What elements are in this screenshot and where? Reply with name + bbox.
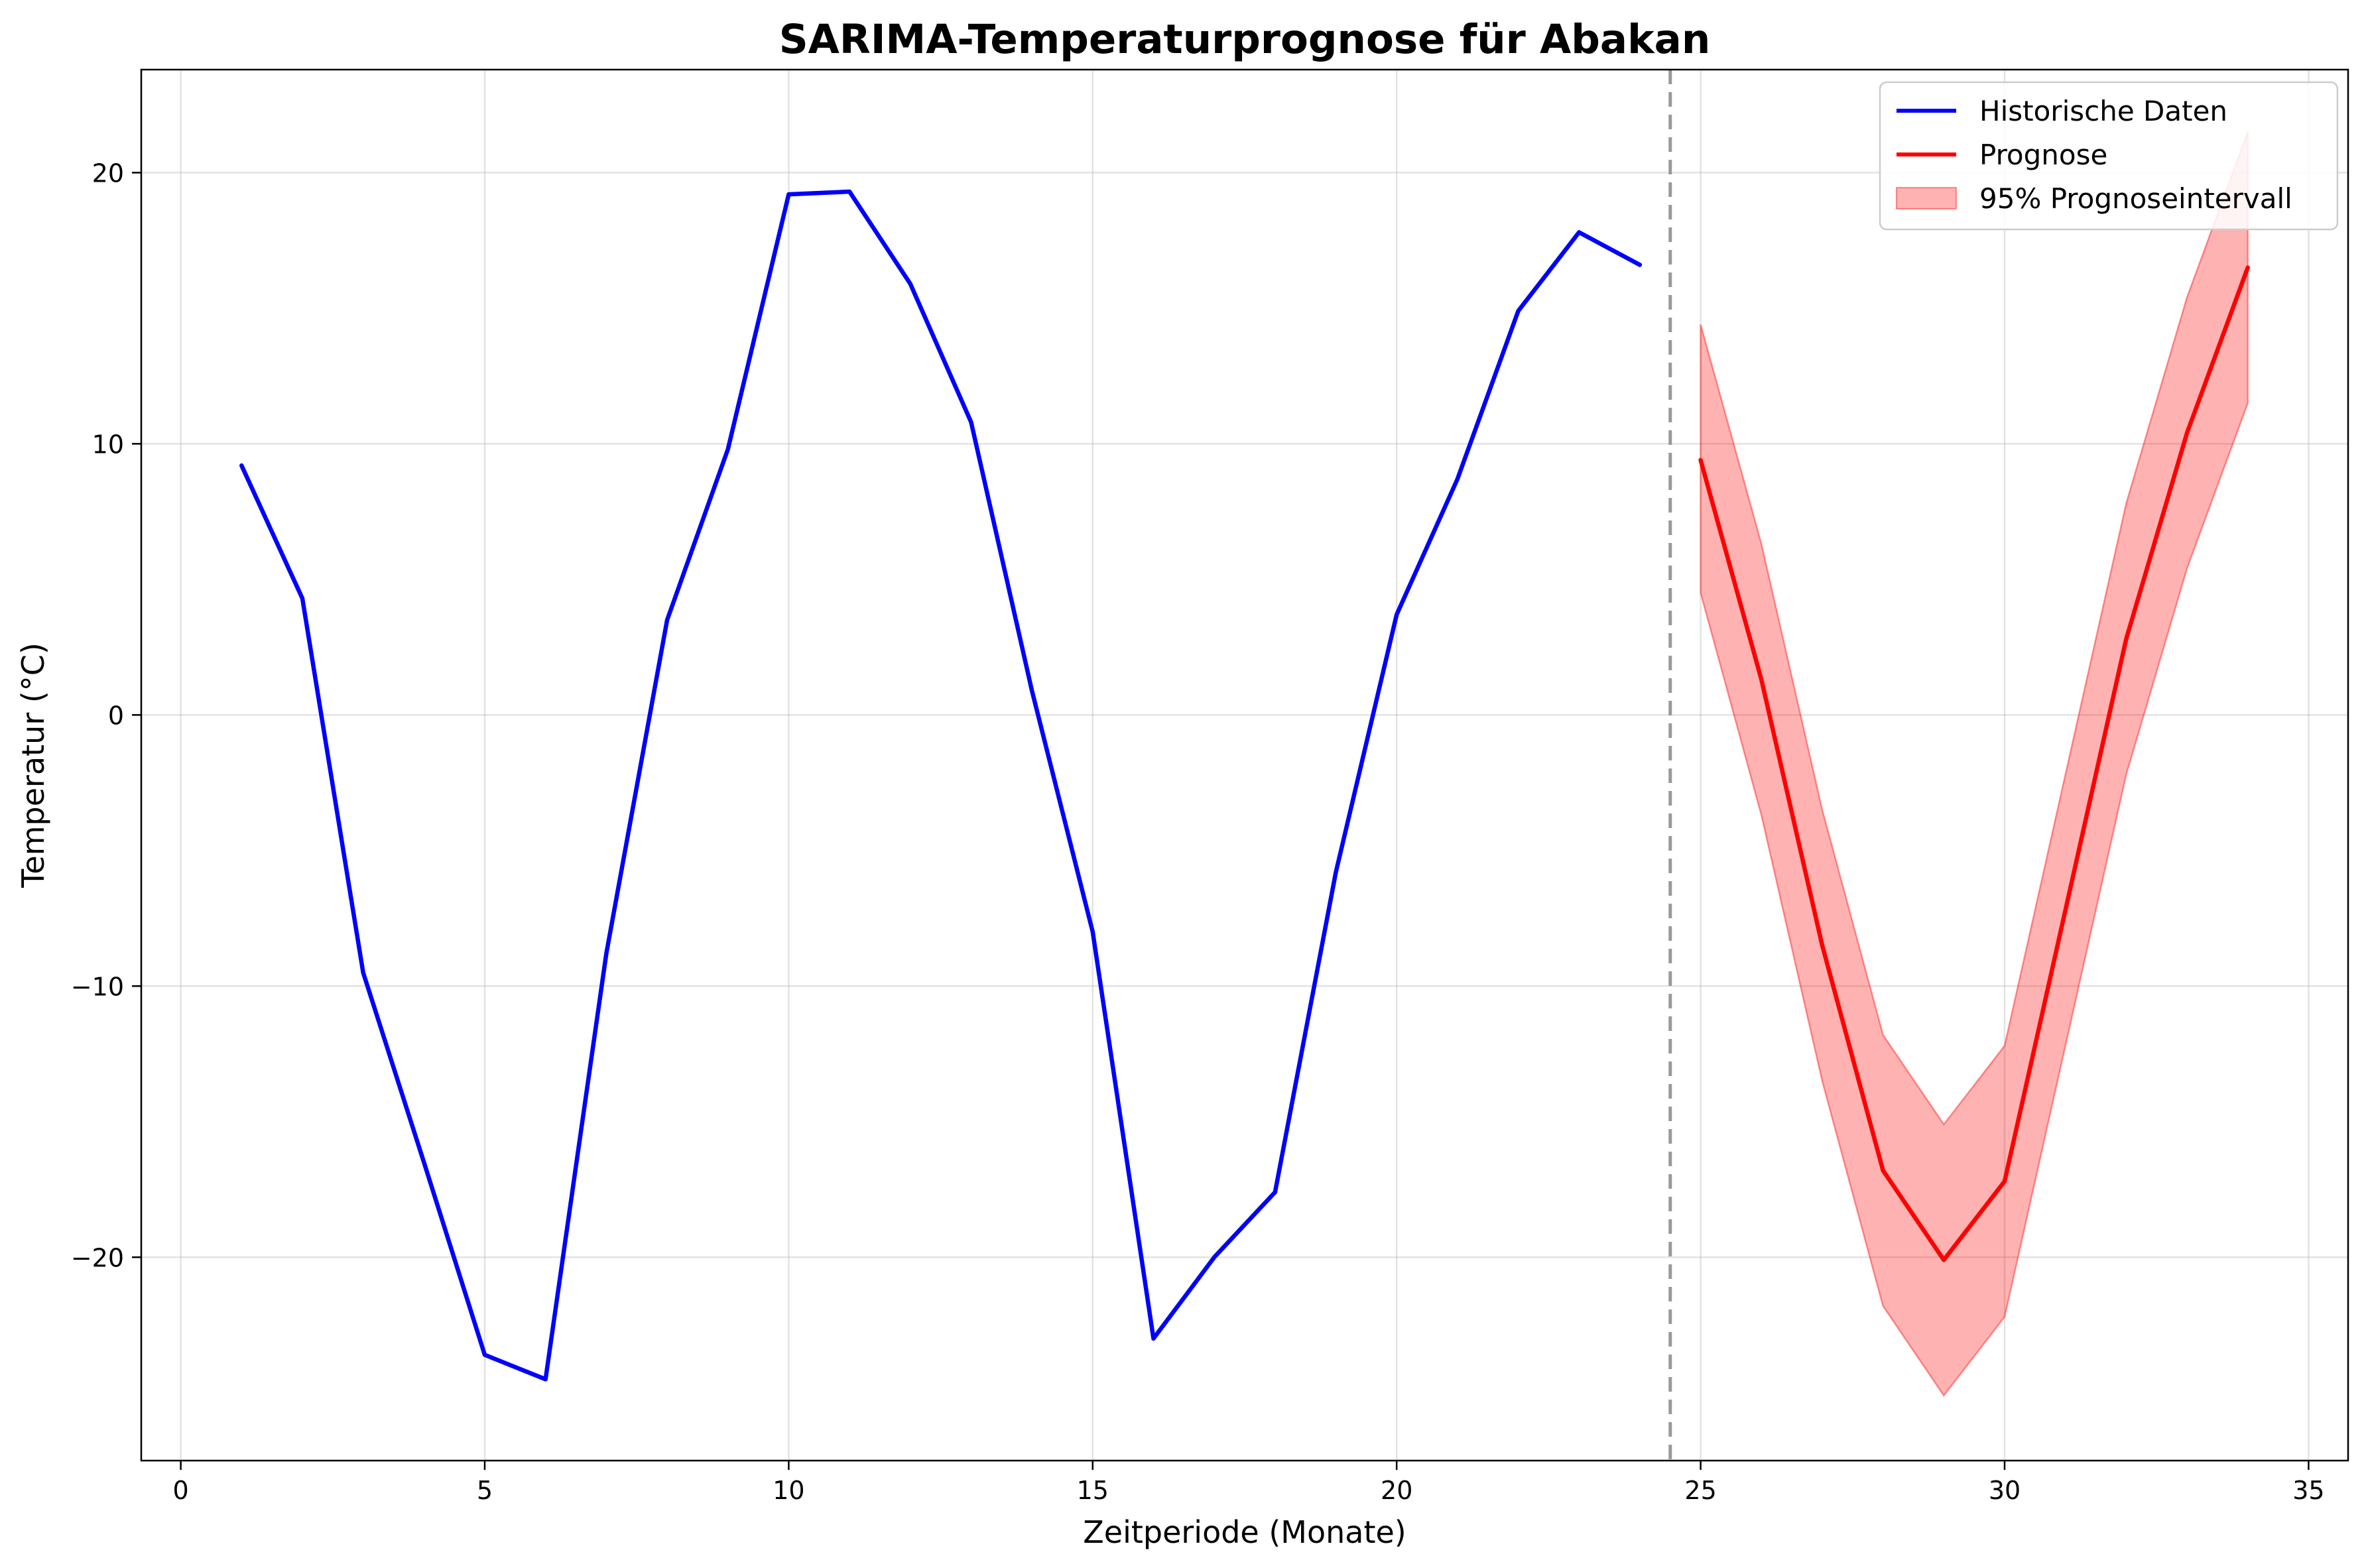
x-tick-label: 10 — [773, 1476, 804, 1505]
y-tick-label: 10 — [92, 430, 124, 459]
chart-title: SARIMA-Temperaturprognose für Abakan — [779, 16, 1711, 63]
x-tick-label: 20 — [1381, 1476, 1412, 1505]
y-tick-label: −20 — [71, 1243, 124, 1272]
x-tick-label: 25 — [1684, 1476, 1716, 1505]
historical-data-line — [239, 189, 1643, 1382]
x-tick-label: 30 — [1989, 1476, 2021, 1505]
x-tick-label: 15 — [1077, 1476, 1109, 1505]
legend-swatch-prognoseintervall — [1896, 187, 1957, 210]
legend: Historische Daten Prognose 95% Prognosei… — [1879, 81, 2339, 231]
x-tick-label: 5 — [477, 1476, 493, 1505]
plot-frame — [140, 68, 2349, 1462]
forecast-line — [1698, 265, 2250, 1262]
y-tick-label: 0 — [108, 701, 124, 730]
series-layer — [239, 189, 2250, 1382]
interval-band-layer — [1700, 131, 2249, 1397]
y-axis-label: Temperatur (°C) — [15, 642, 51, 888]
forecast-interval-band — [1700, 131, 2249, 1397]
x-tick-label: 35 — [2292, 1476, 2324, 1505]
x-axis-label: Zeitperiode (Monate) — [1083, 1514, 1406, 1550]
y-tick-label: −10 — [71, 972, 124, 1001]
x-tick-label: 0 — [172, 1476, 188, 1505]
legend-label-prognose: Prognose — [1979, 139, 2107, 171]
y-tick-label: 20 — [92, 158, 124, 188]
legend-label-historische-daten: Historische Daten — [1979, 95, 2227, 127]
legend-box — [1879, 81, 2339, 231]
axis-ticks: 0 5 10 15 20 25 30 35 −20 −10 0 10 20 — [71, 158, 2325, 1505]
legend-label-prognoseintervall: 95% Prognoseintervall — [1979, 182, 2292, 215]
